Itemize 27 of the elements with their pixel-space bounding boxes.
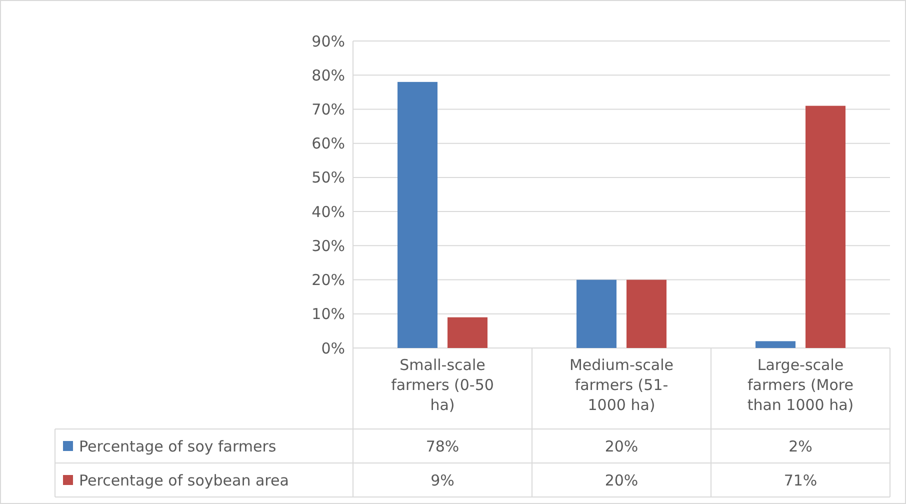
- x-tick-label: Small-scale farmers (0-50 ha): [391, 356, 494, 414]
- bar: [756, 341, 796, 348]
- data-label: 20%: [604, 471, 638, 490]
- bar: [576, 280, 616, 348]
- y-tick-label: 20%: [312, 271, 345, 290]
- data-label: 20%: [604, 437, 638, 456]
- bar: [448, 317, 488, 348]
- y-tick-label: 40%: [312, 202, 345, 221]
- legend-label: Percentage of soy farmers: [79, 437, 276, 456]
- data-label: 78%: [426, 437, 460, 456]
- data-label: 2%: [788, 437, 812, 456]
- legend-label: Percentage of soybean area: [79, 471, 289, 490]
- y-tick-label: 70%: [312, 100, 345, 118]
- bar: [806, 106, 846, 348]
- y-tick-label: 0%: [321, 339, 345, 358]
- y-tick-label: 30%: [312, 236, 345, 255]
- y-tick-label: 90%: [312, 32, 345, 50]
- data-label: 9%: [430, 471, 454, 490]
- bar: [626, 280, 666, 348]
- x-tick-label: Large-scale farmers (More than 1000 ha): [747, 356, 854, 414]
- y-tick-label: 80%: [312, 66, 345, 84]
- y-tick-label: 10%: [312, 305, 345, 324]
- data-label: 71%: [784, 471, 818, 490]
- y-tick-label: 50%: [312, 168, 345, 187]
- y-tick-label: 60%: [312, 134, 345, 153]
- bar: [398, 82, 438, 348]
- x-tick-label: Medium-scale farmers (51-1000 ha): [569, 356, 674, 414]
